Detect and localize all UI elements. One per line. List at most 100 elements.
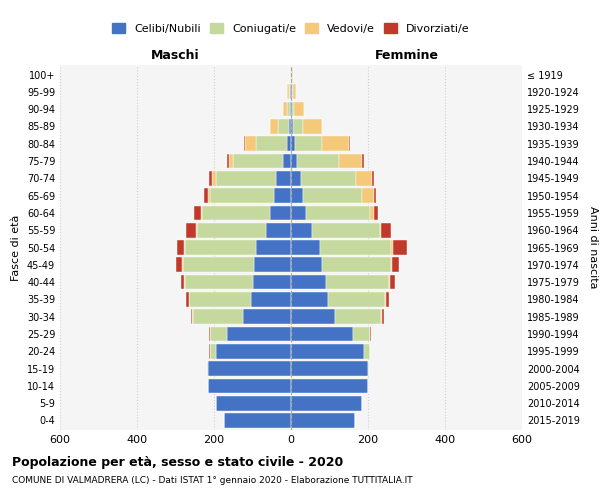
Bar (392, 258, 399, 272)
Bar (291, 188, 302, 203)
Text: Maschi: Maschi (151, 50, 200, 62)
Bar (233, 154, 283, 168)
Bar (283, 102, 287, 117)
Bar (210, 326, 227, 342)
Bar (374, 188, 376, 203)
Bar (391, 258, 392, 272)
Bar (385, 292, 386, 306)
Bar (270, 119, 278, 134)
Text: Femmine: Femmine (374, 50, 439, 62)
Bar (364, 344, 370, 358)
Bar (322, 258, 391, 272)
Bar (294, 102, 304, 117)
Bar (189, 292, 251, 306)
Bar (386, 292, 389, 306)
Bar (181, 274, 184, 289)
Bar (227, 326, 291, 342)
Bar (193, 310, 243, 324)
Bar (291, 171, 301, 186)
Bar (229, 154, 233, 168)
Bar (293, 119, 302, 134)
Bar (290, 102, 291, 117)
Bar (291, 223, 312, 238)
Bar (244, 136, 245, 151)
Bar (278, 119, 289, 134)
Bar (291, 240, 320, 255)
Bar (256, 136, 287, 151)
Bar (209, 171, 212, 186)
Bar (291, 119, 293, 134)
Bar (302, 188, 362, 203)
Bar (275, 171, 291, 186)
Bar (186, 223, 196, 238)
Bar (184, 240, 185, 255)
Bar (256, 240, 291, 255)
Bar (291, 326, 353, 342)
Y-axis label: Fasce di età: Fasce di età (11, 214, 21, 280)
Bar (210, 344, 216, 358)
Bar (254, 258, 291, 272)
Bar (266, 223, 291, 238)
Bar (183, 258, 254, 272)
Bar (326, 274, 389, 289)
Bar (322, 136, 349, 151)
Bar (212, 171, 216, 186)
Bar (287, 84, 289, 99)
Bar (184, 274, 185, 289)
Bar (224, 413, 291, 428)
Bar (292, 67, 293, 82)
Bar (307, 206, 370, 220)
Bar (291, 206, 307, 220)
Bar (290, 84, 291, 99)
Text: COMUNE DI VALMADRERA (LC) - Dati ISTAT 1° gennaio 2020 - Elaborazione TUTTITALIA: COMUNE DI VALMADRERA (LC) - Dati ISTAT 1… (12, 476, 413, 485)
Bar (301, 171, 356, 186)
Bar (208, 188, 210, 203)
Bar (194, 206, 201, 220)
Bar (196, 223, 197, 238)
Bar (292, 102, 294, 117)
Bar (216, 344, 291, 358)
Bar (382, 223, 391, 238)
Bar (185, 274, 253, 289)
Bar (295, 136, 322, 151)
Bar (362, 188, 374, 203)
Bar (216, 171, 275, 186)
Bar (391, 240, 393, 255)
Bar (291, 413, 355, 428)
Bar (328, 292, 385, 306)
Legend: Celibi/Nubili, Coniugati/e, Vedovi/e, Divorziati/e: Celibi/Nubili, Coniugati/e, Vedovi/e, Di… (109, 20, 473, 37)
Text: Popolazione per età, sesso e stato civile - 2020: Popolazione per età, sesso e stato civil… (12, 456, 343, 469)
Y-axis label: Anni di nascita: Anni di nascita (588, 206, 598, 289)
Bar (185, 240, 256, 255)
Bar (291, 258, 322, 272)
Bar (349, 136, 350, 151)
Bar (291, 274, 326, 289)
Bar (292, 84, 293, 99)
Bar (291, 378, 368, 393)
Bar (291, 136, 295, 151)
Bar (291, 102, 292, 117)
Bar (289, 119, 291, 134)
Bar (283, 154, 291, 168)
Bar (353, 326, 370, 342)
Bar (339, 154, 362, 168)
Bar (176, 240, 184, 255)
Bar (370, 326, 371, 342)
Bar (393, 240, 407, 255)
Bar (291, 344, 364, 358)
Bar (335, 310, 382, 324)
Bar (208, 378, 291, 393)
Bar (253, 274, 291, 289)
Bar (380, 223, 382, 238)
Bar (274, 188, 291, 203)
Bar (391, 274, 395, 289)
Bar (270, 206, 291, 220)
Bar (197, 223, 266, 238)
Bar (208, 361, 291, 376)
Bar (210, 188, 274, 203)
Bar (362, 154, 364, 168)
Bar (209, 326, 210, 342)
Bar (291, 361, 368, 376)
Bar (185, 292, 188, 306)
Bar (389, 274, 391, 289)
